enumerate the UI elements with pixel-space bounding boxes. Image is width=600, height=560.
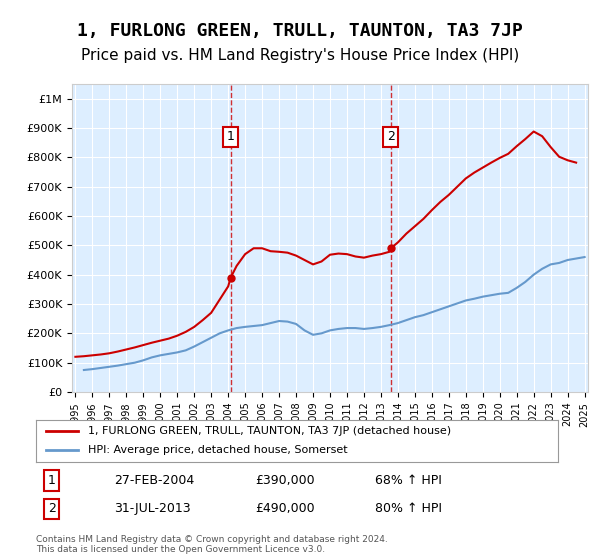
- Text: Contains HM Land Registry data © Crown copyright and database right 2024.
This d: Contains HM Land Registry data © Crown c…: [36, 535, 388, 554]
- Text: 1: 1: [48, 474, 56, 487]
- Text: 27-FEB-2004: 27-FEB-2004: [114, 474, 194, 487]
- Text: 1, FURLONG GREEN, TRULL, TAUNTON, TA3 7JP: 1, FURLONG GREEN, TRULL, TAUNTON, TA3 7J…: [77, 22, 523, 40]
- Text: £490,000: £490,000: [255, 502, 315, 515]
- Text: 31-JUL-2013: 31-JUL-2013: [114, 502, 191, 515]
- Text: £390,000: £390,000: [255, 474, 315, 487]
- Text: 1: 1: [227, 130, 235, 143]
- Text: 2: 2: [48, 502, 56, 515]
- Text: HPI: Average price, detached house, Somerset: HPI: Average price, detached house, Some…: [88, 445, 348, 455]
- Text: 2: 2: [387, 130, 395, 143]
- Text: Price paid vs. HM Land Registry's House Price Index (HPI): Price paid vs. HM Land Registry's House …: [81, 48, 519, 63]
- Text: 1, FURLONG GREEN, TRULL, TAUNTON, TA3 7JP (detached house): 1, FURLONG GREEN, TRULL, TAUNTON, TA3 7J…: [88, 426, 451, 436]
- Text: 68% ↑ HPI: 68% ↑ HPI: [376, 474, 442, 487]
- Text: 80% ↑ HPI: 80% ↑ HPI: [376, 502, 442, 515]
